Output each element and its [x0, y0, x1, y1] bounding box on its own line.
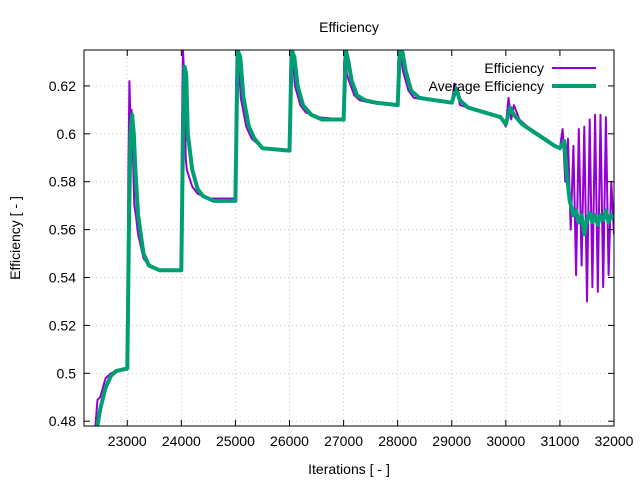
x-tick-label: 25000: [216, 433, 255, 449]
plot-frame: [83, 49, 615, 427]
y-tick-label: 0.5: [57, 365, 77, 381]
y-tick-label: 0.6: [57, 126, 77, 142]
x-tick-label: 32000: [595, 433, 634, 449]
x-tick-label: 24000: [162, 433, 201, 449]
x-tick-label: 28000: [378, 433, 417, 449]
x-axis-label: Iterations [ - ]: [308, 461, 390, 477]
x-tick-label: 27000: [324, 433, 363, 449]
y-tick-label: 0.62: [49, 78, 76, 94]
legend-label: Efficiency: [484, 60, 544, 76]
x-tick-label: 23000: [108, 433, 147, 449]
series-line: [94, 50, 614, 426]
y-tick-label: 0.56: [49, 222, 76, 238]
y-tick-label: 0.48: [49, 413, 76, 429]
y-tick-label: 0.58: [49, 174, 76, 190]
x-tick-label: 26000: [270, 433, 309, 449]
series-layer: [94, 50, 614, 426]
y-tick-label: 0.52: [49, 317, 76, 333]
x-tick-label: 30000: [486, 433, 525, 449]
legend: Efficiency Average Efficiency: [429, 60, 596, 94]
y-tick-label: 0.54: [49, 270, 76, 286]
y-axis: 0.48 0.5 0.52 0.54 0.56 0.58 0.6 0.62: [49, 78, 614, 429]
series-line: [95, 50, 614, 426]
legend-label: Average Efficiency: [429, 78, 544, 94]
x-tick-label: 29000: [432, 433, 471, 449]
grid: [84, 50, 615, 426]
x-axis: 23000 24000 25000 26000 27000 28000 29000 30000…: [108, 50, 634, 449]
chart-title: Efficiency: [319, 19, 379, 35]
y-axis-label: Efficiency [ - ]: [7, 196, 23, 280]
x-tick-label: 31000: [540, 433, 579, 449]
